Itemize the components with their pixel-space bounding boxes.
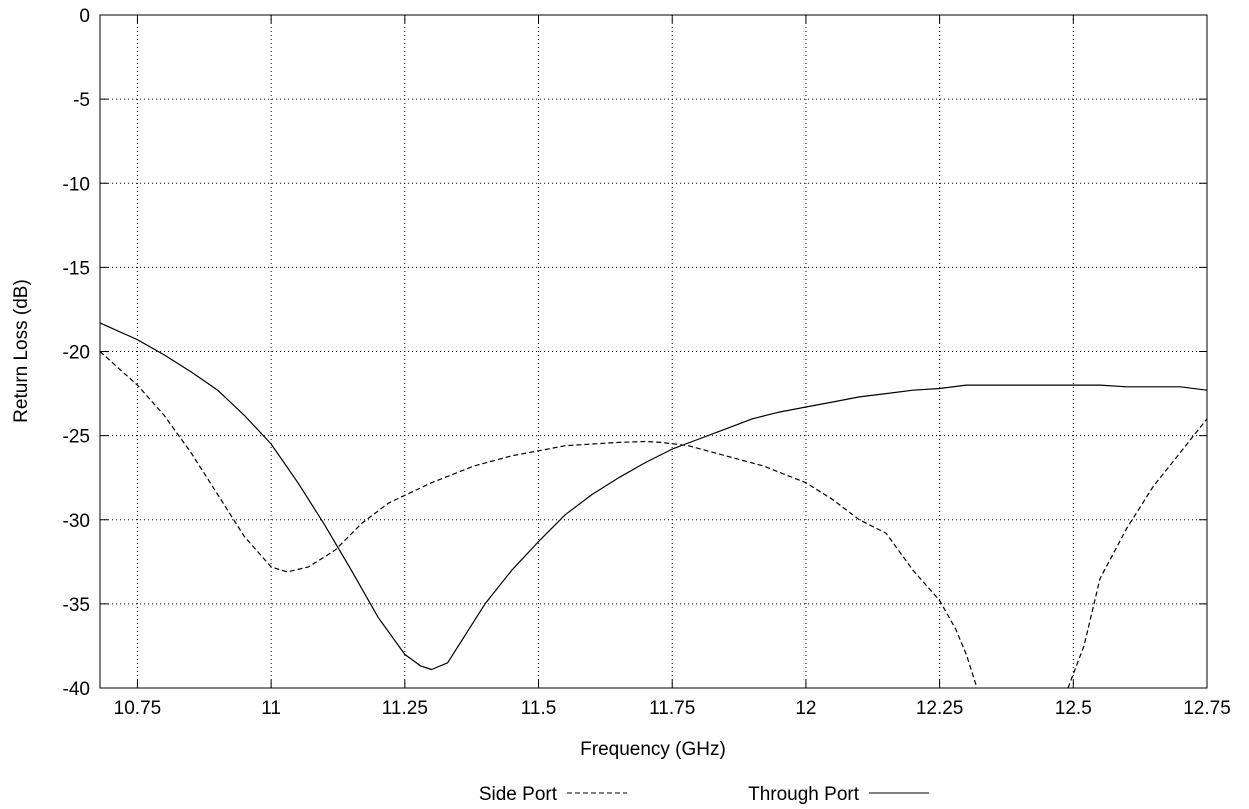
x-axis-label: Frequency (GHz) xyxy=(580,739,726,760)
x-tick-label: 12.25 xyxy=(916,698,964,719)
x-tick-label: 12.5 xyxy=(1055,698,1092,719)
y-tick-label: -15 xyxy=(63,258,90,279)
plot-frame xyxy=(99,14,1208,689)
legend: Side Port Through Port xyxy=(479,784,929,805)
series-line-side-port-1 xyxy=(1067,418,1208,689)
y-tick-label: -10 xyxy=(63,174,90,195)
legend-label-through-port: Through Port xyxy=(748,784,860,805)
y-tick-label: -5 xyxy=(73,90,90,111)
y-tick-label: -30 xyxy=(63,511,90,532)
series-line-through-port-2 xyxy=(99,322,1208,671)
x-tick-label: 11.75 xyxy=(649,698,695,719)
x-tick-label: 11.5 xyxy=(521,698,557,719)
y-tick-label: -35 xyxy=(63,595,90,616)
legend-label-side-port: Side Port xyxy=(479,784,558,805)
series-lines xyxy=(99,322,1208,689)
y-tick-label: 0 xyxy=(79,6,90,27)
x-tick-label: 11 xyxy=(261,698,281,719)
axis-ticks: 10.75 11 11.25 11.5 11.75 12 12.25 12.5 12.75 0 -5… xyxy=(63,6,1231,719)
x-tick-label: 11.25 xyxy=(382,698,428,719)
y-tick-label: -40 xyxy=(63,679,90,700)
y-axis-label: Return Loss (dB) xyxy=(11,279,32,423)
y-tick-label: -20 xyxy=(63,343,90,364)
x-tick-label: 10.75 xyxy=(114,698,162,719)
x-tick-label: 12.75 xyxy=(1183,698,1231,719)
grid-lines xyxy=(100,15,1207,688)
x-tick-label: 12 xyxy=(795,698,816,719)
y-tick-label: -25 xyxy=(63,427,90,448)
series-line-side-port-0 xyxy=(99,351,978,689)
